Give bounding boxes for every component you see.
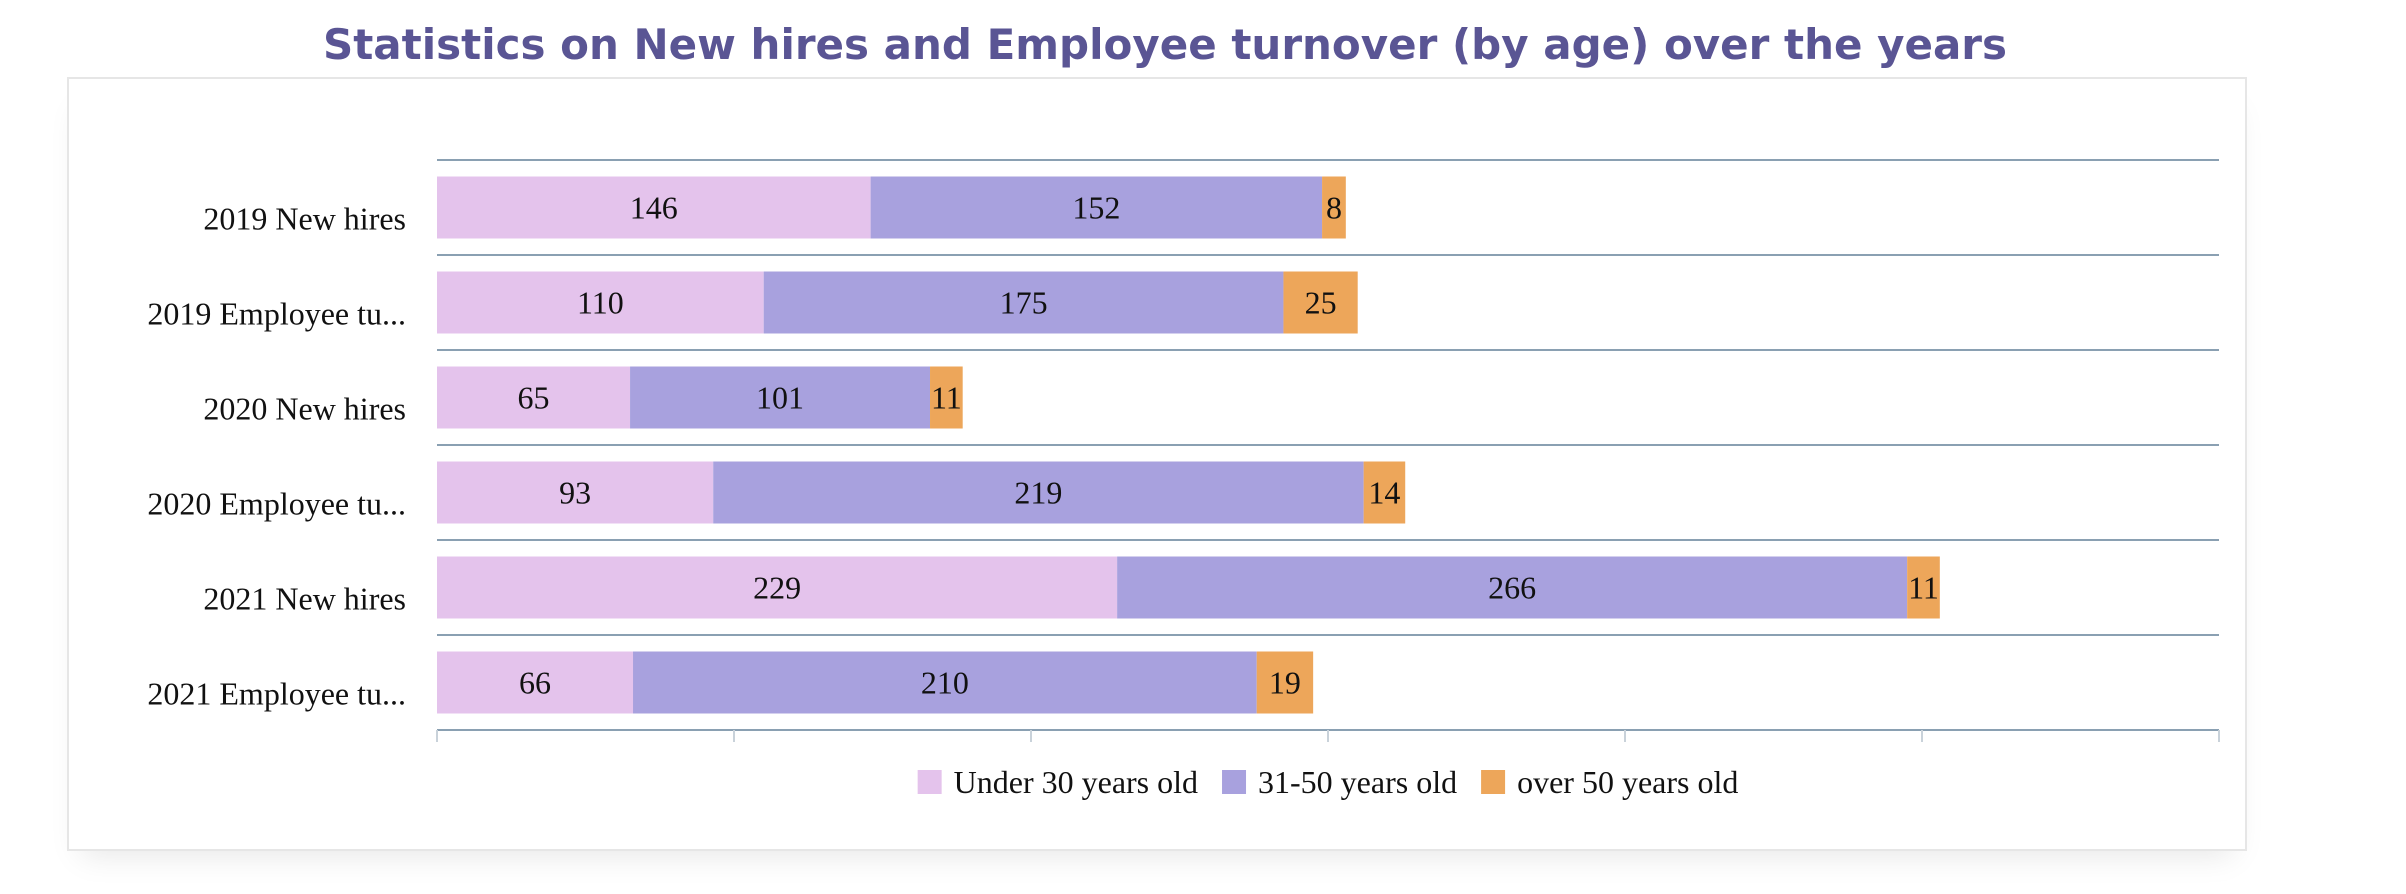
legend-item: over 50 years old [1481, 764, 1738, 800]
data-label: 110 [577, 285, 624, 321]
data-label: 8 [1326, 190, 1342, 226]
data-label: 14 [1368, 475, 1400, 511]
gridlines [436, 159, 2220, 742]
data-label: 152 [1072, 190, 1120, 226]
legend-label: 31-50 years old [1258, 764, 1457, 800]
chart-title: Statistics on New hires and Employee tur… [322, 20, 2008, 69]
bar-segment [763, 271, 1284, 334]
legend-swatch [1481, 770, 1506, 794]
data-label: 11 [1908, 570, 1939, 606]
bar-segment [437, 366, 631, 429]
legend-label: Under 30 years old [954, 764, 1198, 800]
legend-swatch [917, 770, 942, 794]
bar-segment [1363, 461, 1406, 524]
data-label: 65 [518, 380, 550, 416]
category-label: 2020 New hires [203, 391, 406, 427]
bar-segment [713, 461, 1364, 524]
bar-segment [930, 366, 963, 429]
data-label: 266 [1488, 570, 1536, 606]
bar-segment [1322, 176, 1346, 239]
legend: Under 30 years old 31-50 years old over 50… [917, 764, 1738, 800]
legend-label: over 50 years old [1517, 764, 1738, 800]
bar-segment [1117, 556, 1908, 619]
data-label: 210 [921, 665, 969, 701]
data-label: 66 [519, 665, 551, 701]
bar-segment [870, 176, 1323, 239]
data-label: 11 [931, 380, 962, 416]
bar-segment [1907, 556, 1940, 619]
data-label: 101 [756, 380, 804, 416]
category-label: 2021 Employee tu... [147, 676, 406, 712]
bar-segment [437, 556, 1118, 619]
data-label: 219 [1014, 475, 1062, 511]
bars: 146 152 8 110 175 25 65 101 11 93 219 14 229 266 11 66 2… [437, 176, 1940, 714]
bar-segment [437, 461, 714, 524]
data-label: 146 [630, 190, 678, 226]
data-label: 93 [559, 475, 591, 511]
legend-swatch [1222, 770, 1247, 794]
bar-segment [437, 651, 634, 714]
bar-segment [633, 651, 1257, 714]
data-label: 25 [1305, 285, 1337, 321]
bar-segment [437, 176, 871, 239]
data-label: 19 [1269, 665, 1301, 701]
legend-item: Under 30 years old [917, 764, 1198, 800]
data-label: 229 [753, 570, 801, 606]
category-label: 2021 New hires [203, 581, 406, 617]
category-label: 2020 Employee tu... [147, 486, 406, 522]
data-label: 175 [1000, 285, 1048, 321]
category-label: 2019 New hires [203, 201, 406, 237]
bar-segment [437, 271, 764, 334]
category-labels: 2019 New hires 2019 Employee tu... 2020 Ne… [147, 201, 406, 712]
category-label: 2019 Employee tu... [147, 296, 406, 332]
bar-segment [1283, 271, 1358, 334]
bar-segment [1256, 651, 1314, 714]
bar-segment [630, 366, 931, 429]
legend-item: 31-50 years old [1222, 764, 1457, 800]
